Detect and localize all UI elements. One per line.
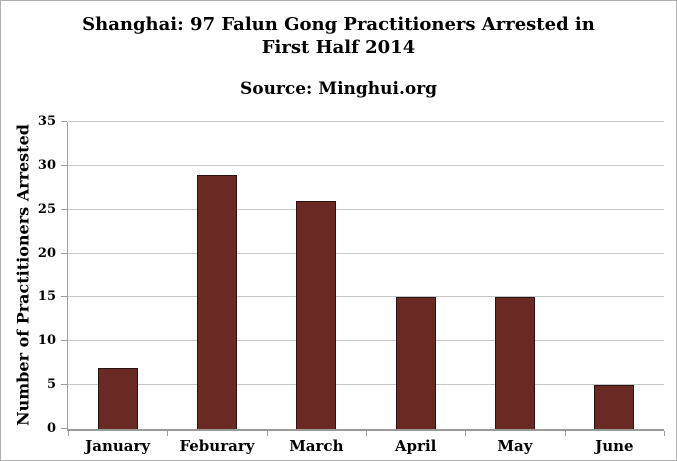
y-tick-label: 30: [37, 157, 56, 173]
x-tick-label: May: [497, 437, 533, 455]
gridline: [68, 121, 664, 122]
gridline: [68, 340, 664, 342]
x-tick-label: March: [289, 437, 344, 455]
x-axis-tick: [167, 431, 169, 436]
bar: [395, 297, 436, 429]
x-axis-tick: [366, 431, 367, 436]
y-axis-tick: [61, 121, 67, 122]
y-tick-label: 5: [46, 377, 56, 393]
chart-title-line2: First Half 2014: [261, 37, 416, 58]
bar: [197, 174, 237, 429]
plot-area: 0 5 10 15 20 25 30 35 January Feburary March April M…: [38, 114, 665, 455]
chart-source: Source: Minghui.org: [239, 79, 438, 99]
y-axis-tick: [61, 428, 67, 429]
x-tick-label: April: [394, 437, 437, 455]
bar: [594, 385, 635, 429]
x-axis-tick: [68, 431, 69, 436]
bar: [296, 200, 337, 429]
x-axis-tick: [664, 431, 665, 436]
bar: [97, 367, 138, 429]
y-axis-tick: [61, 208, 67, 210]
x-tick-label: Feburary: [179, 437, 255, 455]
gridline: [68, 208, 664, 210]
x-axis-tick: [564, 431, 566, 436]
x-tick-label: June: [595, 437, 634, 455]
y-tick-label: 0: [46, 421, 56, 436]
bar: [495, 297, 535, 429]
y-tick-label: 10: [37, 333, 56, 349]
gridline: [68, 296, 664, 298]
y-axis-tick: [61, 340, 67, 342]
x-axis-tick: [266, 431, 268, 436]
gridline: [68, 384, 664, 386]
y-tick-label: 15: [37, 289, 56, 305]
y-axis-tick: [61, 384, 67, 386]
chart-title: Shanghai: 97 Falun Gong Practitioners Ar…: [1, 13, 676, 59]
chart-title-line1: Shanghai: 97 Falun Gong Practitioners Ar…: [82, 14, 595, 35]
x-axis-tick: [465, 431, 467, 436]
y-axis-tick: [61, 296, 67, 298]
gridline: [68, 164, 664, 166]
y-axis-tick: [61, 252, 67, 254]
y-tick-label: 20: [37, 245, 56, 261]
y-axis-tick: [61, 164, 67, 166]
y-tick-label: 25: [37, 201, 56, 217]
y-tick-label: 35: [37, 114, 56, 129]
gridline: [68, 252, 664, 254]
x-tick-label: January: [85, 437, 151, 455]
